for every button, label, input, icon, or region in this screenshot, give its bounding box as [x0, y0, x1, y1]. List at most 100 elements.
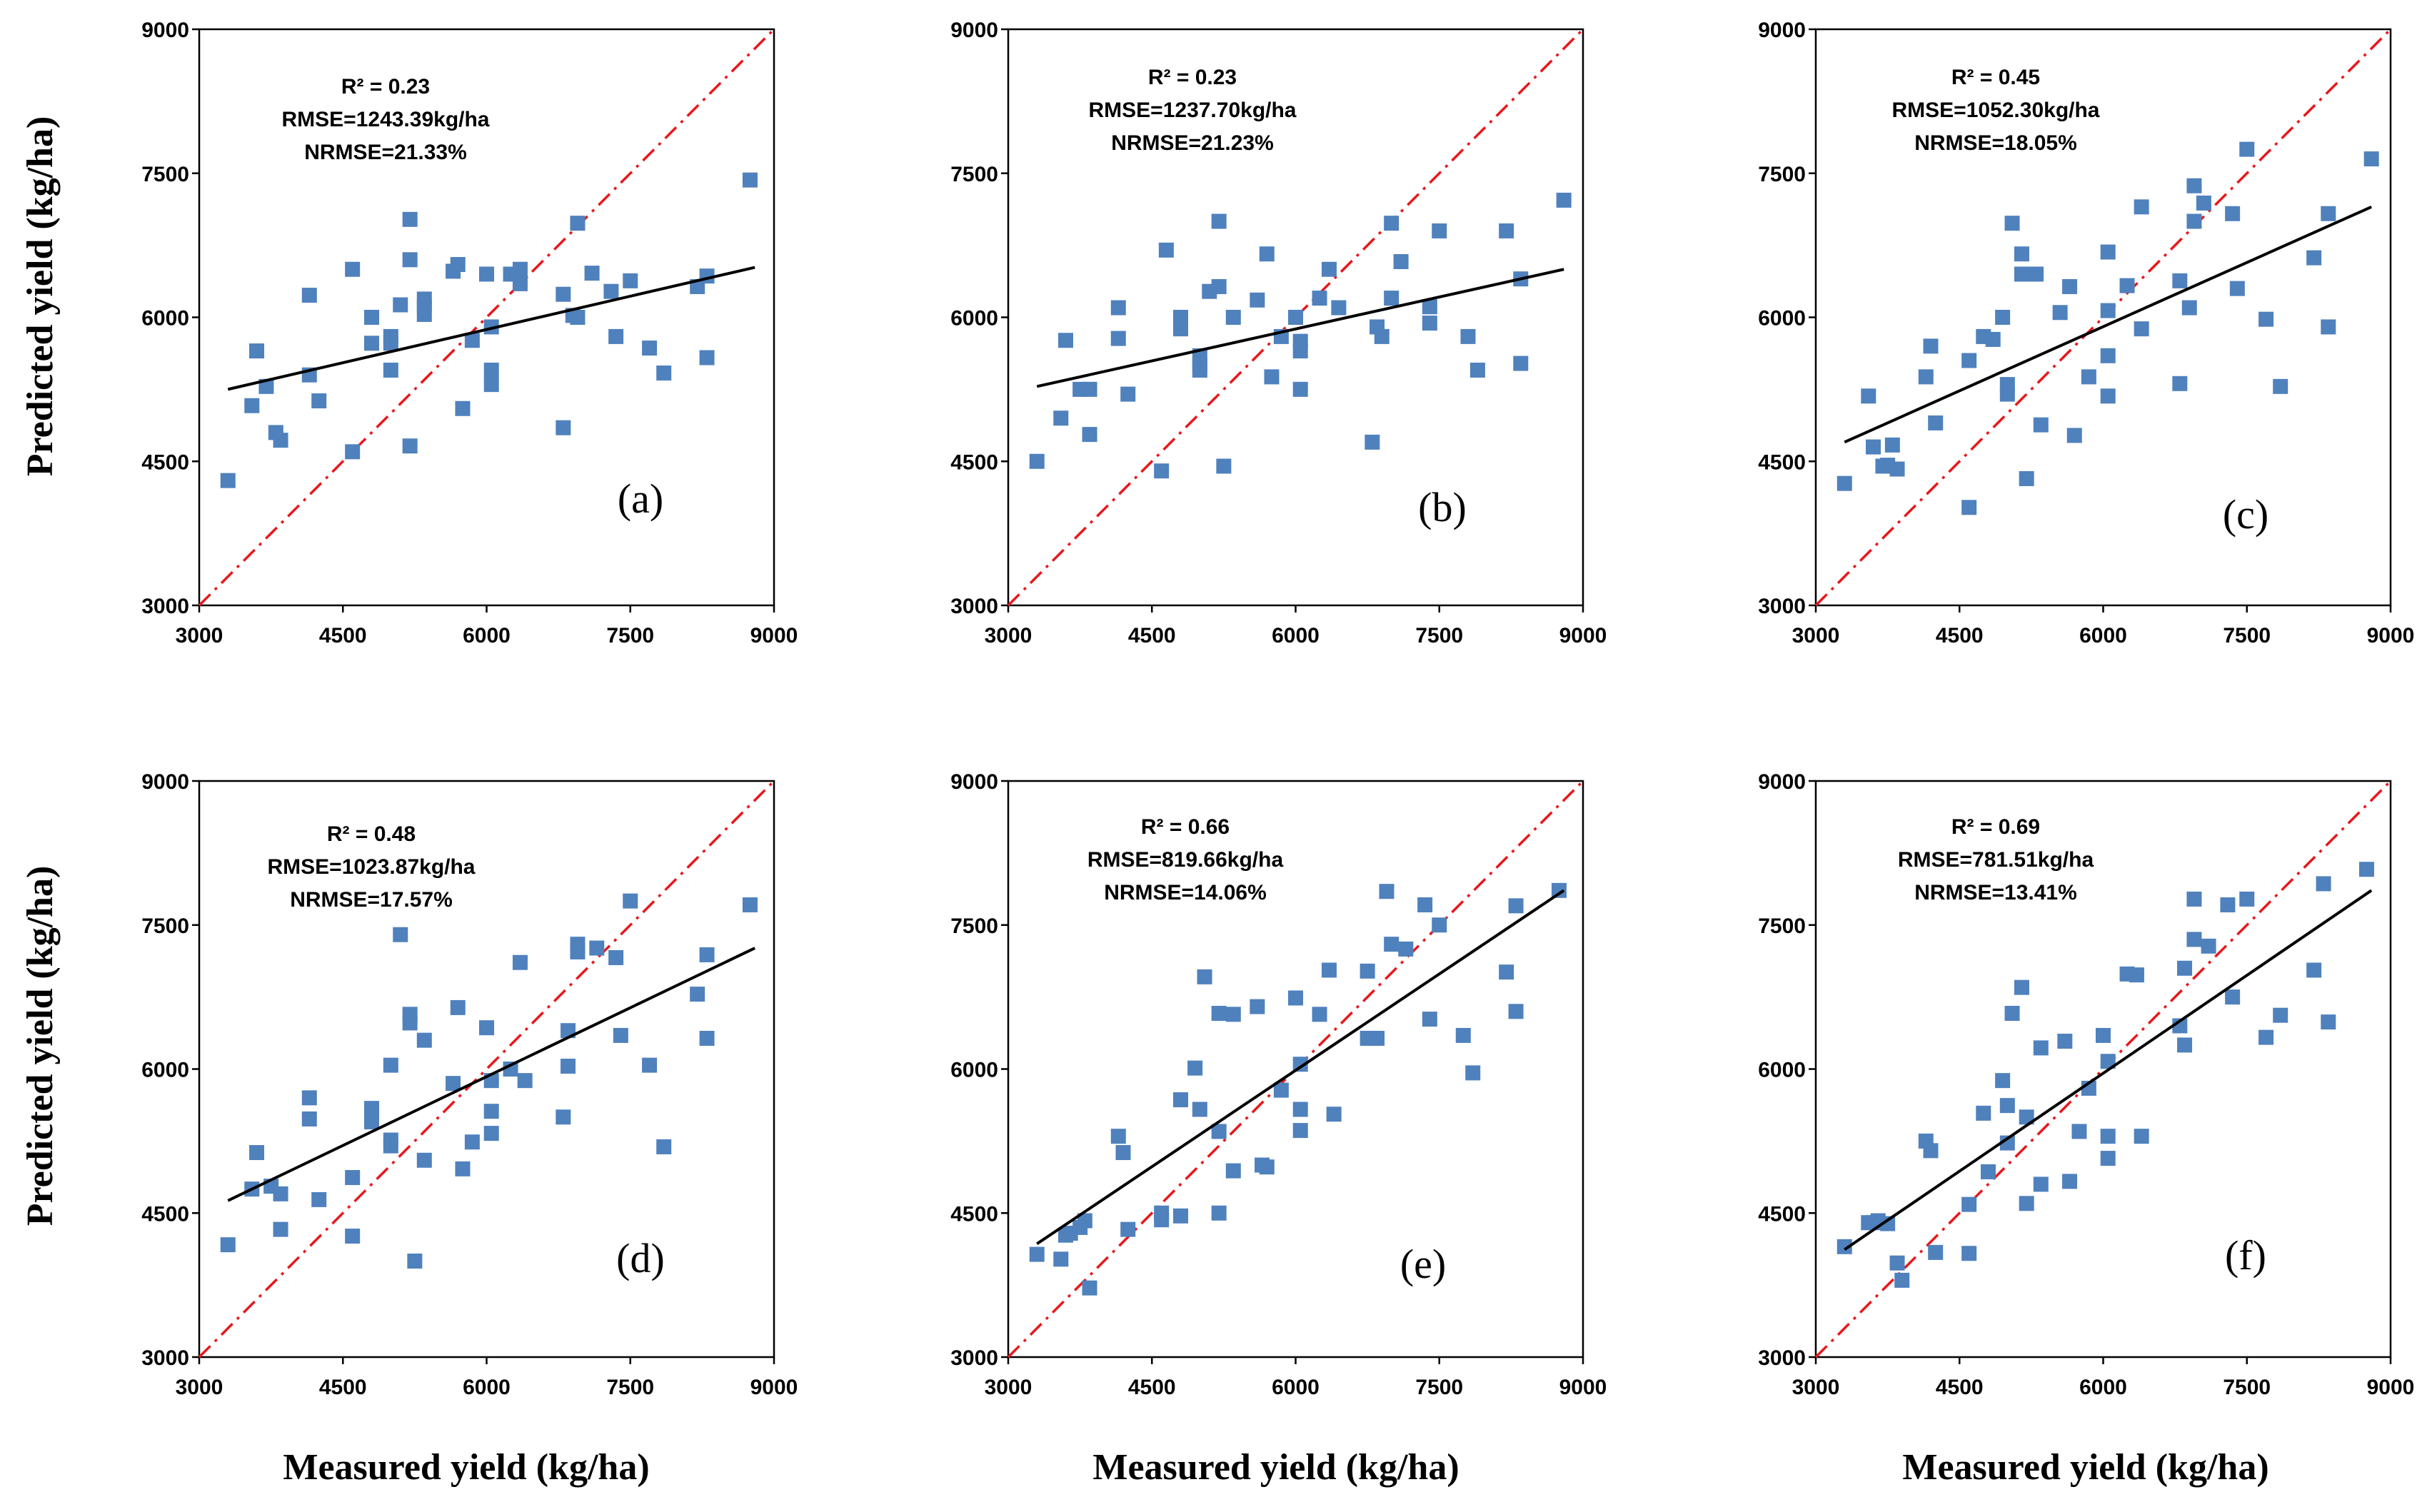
- panel-label: (f): [2225, 1232, 2266, 1279]
- stat-annotation: NRMSE=21.33%: [304, 141, 467, 164]
- regression-line: [1844, 205, 2372, 444]
- data-point: [2119, 278, 2135, 293]
- stat-annotation: R² = 0.66: [1141, 815, 1230, 839]
- y-tick-label: 9000: [141, 19, 189, 42]
- data-point: [244, 398, 260, 413]
- x-tick-label: 9000: [2367, 624, 2415, 647]
- x-tick-label: 3000: [176, 624, 223, 647]
- data-point: [301, 288, 317, 303]
- panel-label: (d): [616, 1235, 665, 1281]
- stat-annotation: R² = 0.69: [1951, 815, 2040, 839]
- y-tick-label: 3000: [1758, 1346, 1806, 1370]
- stat-annotation: R² = 0.23: [1148, 66, 1237, 89]
- stat-annotation: R² = 0.48: [327, 822, 416, 846]
- data-point: [1374, 328, 1390, 344]
- data-point: [1928, 415, 1944, 430]
- data-point: [273, 1221, 288, 1237]
- x-tick-label: 3000: [1792, 624, 1840, 647]
- data-point: [2100, 1129, 2116, 1144]
- data-point: [1211, 1124, 1227, 1139]
- identity-line: [1007, 28, 1584, 607]
- data-point: [220, 473, 236, 488]
- data-point: [301, 1111, 317, 1127]
- data-point: [402, 438, 418, 454]
- data-point: [623, 273, 638, 288]
- data-point: [1225, 310, 1241, 325]
- data-point: [383, 362, 398, 378]
- data-point: [1928, 1244, 1944, 1260]
- data-point: [2014, 246, 2029, 262]
- data-point: [2019, 1196, 2034, 1211]
- data-point: [1889, 1255, 1905, 1271]
- data-point: [273, 1186, 288, 1201]
- data-point: [699, 1030, 715, 1046]
- data-point: [2239, 891, 2255, 907]
- y-tick-label: 4500: [141, 1202, 189, 1226]
- data-point: [2014, 979, 2029, 995]
- data-point: [2081, 369, 2096, 385]
- data-point: [220, 1237, 236, 1253]
- data-point: [1384, 291, 1400, 306]
- stat-annotation: RMSE=1023.87kg/ha: [268, 855, 476, 879]
- data-point: [2033, 417, 2049, 433]
- data-point: [1370, 1030, 1385, 1046]
- data-point: [1326, 1107, 1342, 1122]
- data-point: [1360, 963, 1375, 979]
- y-tick-label: 7500: [950, 914, 998, 938]
- y-tick-label: 4500: [950, 1202, 998, 1226]
- regression-line: [227, 947, 756, 1202]
- data-point: [1331, 300, 1347, 316]
- data-point: [2239, 141, 2255, 157]
- data-point: [1211, 1005, 1227, 1021]
- data-point: [1432, 917, 1447, 933]
- panel-4: 3000 4500 6000 7500 9000 3000 4500 6000 7500 9000…: [141, 770, 798, 1399]
- data-point: [1508, 1004, 1524, 1019]
- data-point: [1321, 261, 1337, 277]
- data-point: [1499, 964, 1514, 980]
- data-point: [2052, 305, 2068, 321]
- data-point: [1422, 299, 1437, 315]
- data-point: [512, 276, 528, 291]
- data-point: [1460, 328, 1476, 344]
- data-point: [1077, 1213, 1092, 1229]
- data-point: [364, 1114, 379, 1129]
- data-point: [512, 261, 528, 277]
- data-point: [1455, 1027, 1471, 1043]
- data-point: [1465, 1065, 1481, 1081]
- data-point: [1976, 1105, 1991, 1121]
- x-tick-label: 7500: [1415, 624, 1463, 647]
- data-point: [2186, 213, 2202, 229]
- data-point: [608, 328, 624, 344]
- data-point: [1469, 362, 1485, 378]
- y-tick-label: 3000: [950, 595, 998, 618]
- data-point: [1173, 321, 1188, 337]
- identity-line: [1814, 28, 2392, 607]
- data-point: [1556, 192, 1572, 208]
- y-tick-label: 4500: [1758, 1202, 1806, 1226]
- data-point: [2306, 962, 2322, 978]
- stat-annotation: NRMSE=21.23%: [1111, 131, 1274, 155]
- identity-line: [198, 780, 775, 1359]
- x-tick-label: 3000: [985, 1376, 1032, 1399]
- x-tick-label: 9000: [2367, 1376, 2415, 1399]
- data-point: [570, 944, 586, 959]
- data-point: [1499, 223, 1514, 238]
- data-point: [2100, 348, 2116, 363]
- data-point: [345, 444, 361, 460]
- data-point: [1999, 1135, 2015, 1151]
- stat-annotation: NRMSE=14.06%: [1104, 881, 1267, 904]
- data-point: [1187, 1060, 1203, 1076]
- y-tick-label: 9000: [141, 770, 189, 794]
- data-point: [2306, 250, 2322, 266]
- data-point: [450, 257, 466, 273]
- data-point: [1961, 1246, 1977, 1261]
- data-point: [364, 336, 379, 351]
- data-point: [407, 1254, 423, 1269]
- data-point: [311, 393, 327, 409]
- data-point: [483, 1104, 499, 1119]
- data-point: [383, 1132, 398, 1148]
- x-tick-label: 4500: [1936, 1376, 1984, 1399]
- data-point: [2220, 897, 2236, 913]
- x-tick-label: 6000: [1272, 1376, 1320, 1399]
- x-tick-label: 7500: [1415, 1376, 1463, 1399]
